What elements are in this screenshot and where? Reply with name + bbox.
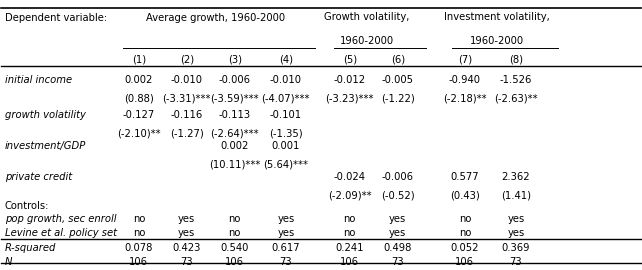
Text: 73: 73: [510, 257, 523, 267]
Text: Growth volatility,: Growth volatility,: [324, 12, 410, 22]
Text: -0.010: -0.010: [171, 75, 203, 85]
Text: (1): (1): [132, 54, 146, 64]
Text: no: no: [458, 228, 471, 238]
Text: (2): (2): [180, 54, 194, 64]
Text: (-3.59)***: (-3.59)***: [211, 94, 259, 104]
Text: 1960-2000: 1960-2000: [470, 36, 524, 46]
Text: Dependent variable:: Dependent variable:: [4, 13, 107, 23]
Text: (6): (6): [390, 54, 404, 64]
Text: 2.362: 2.362: [501, 172, 530, 182]
Text: yes: yes: [277, 214, 295, 224]
Text: (3): (3): [228, 54, 241, 64]
Text: yes: yes: [507, 228, 525, 238]
Text: (-1.22): (-1.22): [381, 94, 415, 104]
Text: Investment volatility,: Investment volatility,: [444, 12, 550, 22]
Text: (0.43): (0.43): [450, 190, 480, 200]
Text: 106: 106: [129, 257, 148, 267]
Text: (7): (7): [458, 54, 472, 64]
Text: (4): (4): [279, 54, 293, 64]
Text: 106: 106: [340, 257, 360, 267]
Text: 1960-2000: 1960-2000: [340, 36, 394, 46]
Text: 0.001: 0.001: [272, 141, 300, 151]
Text: (-2.64)***: (-2.64)***: [211, 128, 259, 138]
Text: -0.940: -0.940: [449, 75, 481, 85]
Text: 73: 73: [279, 257, 292, 267]
Text: (5): (5): [343, 54, 357, 64]
Text: (1.41): (1.41): [501, 190, 531, 200]
Text: Controls:: Controls:: [4, 201, 49, 211]
Text: 0.423: 0.423: [173, 243, 201, 253]
Text: (-2.10)**: (-2.10)**: [117, 128, 160, 138]
Text: 106: 106: [455, 257, 474, 267]
Text: Average growth, 1960-2000: Average growth, 1960-2000: [146, 13, 285, 23]
Text: (8): (8): [509, 54, 523, 64]
Text: (5.64)***: (5.64)***: [263, 160, 308, 170]
Text: pop growth, sec enroll: pop growth, sec enroll: [4, 214, 116, 224]
Text: -0.116: -0.116: [171, 110, 203, 120]
Text: 0.540: 0.540: [220, 243, 249, 253]
Text: -0.101: -0.101: [270, 110, 302, 120]
Text: private credit: private credit: [4, 172, 72, 182]
Text: -0.010: -0.010: [270, 75, 302, 85]
Text: no: no: [133, 228, 145, 238]
Text: yes: yes: [389, 228, 406, 238]
Text: Levine et al. policy set: Levine et al. policy set: [4, 228, 117, 238]
Text: -0.006: -0.006: [382, 172, 413, 182]
Text: N: N: [4, 257, 12, 267]
Text: -0.127: -0.127: [123, 110, 155, 120]
Text: (-2.63)**: (-2.63)**: [494, 94, 538, 104]
Text: (10.11)***: (10.11)***: [209, 160, 261, 170]
Text: initial income: initial income: [4, 75, 72, 85]
Text: investment/GDP: investment/GDP: [4, 141, 86, 151]
Text: -0.006: -0.006: [219, 75, 251, 85]
Text: -1.526: -1.526: [499, 75, 532, 85]
Text: (-2.09)**: (-2.09)**: [328, 190, 372, 200]
Text: no: no: [229, 228, 241, 238]
Text: (-1.35): (-1.35): [269, 128, 302, 138]
Text: no: no: [133, 214, 145, 224]
Text: 0.369: 0.369: [501, 243, 530, 253]
Text: 0.002: 0.002: [220, 141, 249, 151]
Text: 0.052: 0.052: [451, 243, 479, 253]
Text: 0.002: 0.002: [125, 75, 153, 85]
Text: no: no: [458, 214, 471, 224]
Text: (-2.18)**: (-2.18)**: [443, 94, 487, 104]
Text: 106: 106: [225, 257, 244, 267]
Text: R-squared: R-squared: [4, 243, 56, 253]
Text: yes: yes: [389, 214, 406, 224]
Text: -0.113: -0.113: [219, 110, 251, 120]
Text: (0.88): (0.88): [124, 94, 153, 104]
Text: growth volatility: growth volatility: [4, 110, 85, 120]
Text: no: no: [229, 214, 241, 224]
Text: no: no: [343, 214, 356, 224]
Text: 0.577: 0.577: [451, 172, 479, 182]
Text: (-4.07)***: (-4.07)***: [261, 94, 310, 104]
Text: -0.005: -0.005: [382, 75, 413, 85]
Text: yes: yes: [277, 228, 295, 238]
Text: 73: 73: [392, 257, 404, 267]
Text: (-0.52): (-0.52): [381, 190, 415, 200]
Text: (-3.31)***: (-3.31)***: [162, 94, 211, 104]
Text: (-3.23)***: (-3.23)***: [325, 94, 374, 104]
Text: yes: yes: [507, 214, 525, 224]
Text: (-1.27): (-1.27): [170, 128, 204, 138]
Text: 73: 73: [180, 257, 193, 267]
Text: -0.012: -0.012: [334, 75, 366, 85]
Text: 0.241: 0.241: [336, 243, 364, 253]
Text: no: no: [343, 228, 356, 238]
Text: 0.617: 0.617: [272, 243, 300, 253]
Text: 0.498: 0.498: [383, 243, 412, 253]
Text: 0.078: 0.078: [125, 243, 153, 253]
Text: yes: yes: [178, 214, 195, 224]
Text: yes: yes: [178, 228, 195, 238]
Text: -0.024: -0.024: [334, 172, 366, 182]
